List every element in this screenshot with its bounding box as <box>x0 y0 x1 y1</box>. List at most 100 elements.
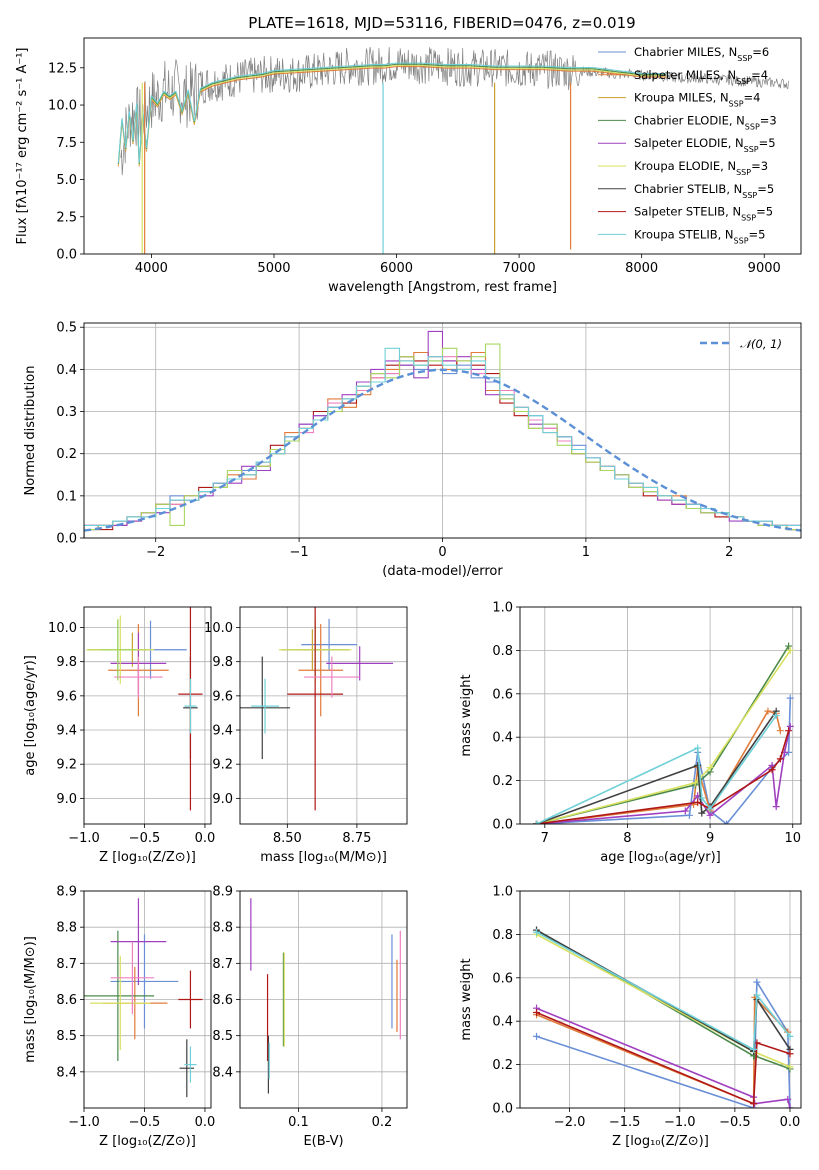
y-tick-label: 0.2 <box>492 1058 513 1073</box>
legend-label: Salpeter STELIB, NSSP=5 <box>634 205 773 223</box>
y-tick-label: 0.6 <box>492 687 513 702</box>
weight-point-marker <box>776 727 784 735</box>
x-axis-label: Z [log₁₀(Z/Z⊙)] <box>99 1134 196 1149</box>
y-tick-label: 10.0 <box>48 99 77 114</box>
x-tick-label: 9000 <box>748 261 781 276</box>
y-tick-label: 9.0 <box>56 792 77 807</box>
y-tick-label: 0.2 <box>492 774 513 789</box>
x-tick-label: −2 <box>146 545 165 560</box>
weight-series-line <box>536 698 792 824</box>
x-tick-label: 2 <box>725 545 733 560</box>
weight-point-marker <box>750 1045 758 1053</box>
y-tick-label: 8.5 <box>56 1029 77 1044</box>
weight-point-marker <box>772 712 780 719</box>
x-axis-label: (data-model)/error <box>382 564 503 579</box>
x-tick-label: −1.0 <box>68 831 100 846</box>
weight-point-marker <box>786 1104 794 1108</box>
y-tick-label: 0.1 <box>56 489 77 504</box>
legend-label: Chabrier ELODIE, NSSP=3 <box>634 113 777 130</box>
y-tick-label: 8.6 <box>56 993 77 1008</box>
x-tick-label: −0.5 <box>129 1115 161 1130</box>
weight_vs_age-frame <box>519 606 802 825</box>
weight-point-marker <box>753 978 761 986</box>
legend-label: Salpeter MILES, NSSP=4 <box>634 68 768 86</box>
y-tick-label: 0.2 <box>56 447 77 462</box>
age_vs_mass-frame <box>239 606 408 825</box>
y-tick-label: 0.4 <box>492 1015 513 1030</box>
y-tick-label: 9.8 <box>56 655 77 670</box>
x-axis-label: wavelength [Angstrom, rest frame] <box>328 280 557 295</box>
legend-label: Kroupa ELODIE, NSSP=3 <box>634 159 768 177</box>
y-tick-label: 2.5 <box>56 210 77 225</box>
age_vs_mass-panel: 8.50 8.75 9.0 9.2 9.4 9.6 9.8 10.0 mass [log₁₀(M… <box>204 606 408 865</box>
legend-label: Chabrier STELIB, NSSP=5 <box>634 182 774 200</box>
weight-point-marker <box>776 755 784 763</box>
y-tick-label: 9.0 <box>212 792 233 807</box>
x-axis-label: Z [log₁₀(Z/Z⊙)] <box>612 1134 709 1149</box>
y-tick-label: 5.0 <box>56 173 77 188</box>
age_vs_Z-plot-area <box>86 607 203 811</box>
x-axis-label: Z [log₁₀(Z/Z⊙)] <box>99 850 196 865</box>
figure-title: PLATE=1618, MJD=53116, FIBERID=0476, z=0… <box>248 14 635 32</box>
y-tick-label: 9.6 <box>212 689 233 704</box>
x-tick-label: 7000 <box>503 261 536 276</box>
y-tick-label: 8.9 <box>212 885 233 900</box>
y-tick-label: 8.7 <box>56 957 77 972</box>
y-axis-label: age [log₁₀(age/yr)] <box>23 655 38 776</box>
legend-label: 𝒩(0, 1) <box>740 337 782 351</box>
y-tick-label: 0.0 <box>492 1102 513 1117</box>
weight-point-marker <box>698 794 706 802</box>
x-tick-label: −1.5 <box>609 1115 641 1130</box>
y-axis-label: mass weight <box>459 674 474 756</box>
y-tick-label: 7.5 <box>56 136 77 151</box>
weight-point-marker <box>723 820 731 824</box>
weight_vs_Z-plot-area <box>533 926 794 1108</box>
mass_vs_EBV-panel: 0.1 0.2 8.4 8.5 8.6 8.7 8.8 8.9 E(B-V) <box>212 885 408 1149</box>
mass_vs_Z-panel: −1.0 −0.5 0.0 8.4 8.5 8.6 8.7 8.8 8.9 Z [log₁₀(Z/… <box>23 885 215 1150</box>
age_vs_Z-panel: −1.0 −0.5 0.0 9.0 9.2 9.4 9.6 9.8 10.0 Z [log₁₀(Z… <box>23 606 216 865</box>
weight-point-marker <box>694 744 702 752</box>
weight-series-line <box>536 726 792 824</box>
y-tick-label: 1.0 <box>492 885 513 900</box>
residuals-panel: −2 −1 0 1 2 0.0 0.1 0.2 0.3 0.4 0.5 (data-model)/er… <box>23 321 802 579</box>
y-tick-label: 9.2 <box>56 758 77 773</box>
x-tick-label: 5000 <box>257 261 290 276</box>
x-tick-label: −0.5 <box>719 1115 751 1130</box>
x-tick-label: 0.0 <box>780 1115 801 1130</box>
y-tick-label: 1.0 <box>492 601 513 616</box>
residuals-plot-area <box>84 330 801 538</box>
x-tick-label: −1 <box>290 545 309 560</box>
weight-point-marker <box>706 764 714 772</box>
x-tick-label: 6000 <box>380 261 413 276</box>
x-tick-label: 0.0 <box>195 831 216 846</box>
x-axis-label: mass [log₁₀(M/M⊙)] <box>260 850 387 865</box>
x-axis-label: E(B-V) <box>303 1134 343 1149</box>
y-tick-label: 0.0 <box>56 248 77 263</box>
y-tick-label: 8.8 <box>212 921 233 936</box>
weight-point-marker <box>786 694 794 702</box>
weight-point-marker <box>698 809 706 817</box>
y-tick-label: 8.5 <box>212 1029 233 1044</box>
y-tick-label: 0.6 <box>492 971 513 986</box>
weight-point-marker <box>786 646 794 654</box>
legend-label: Kroupa STELIB, NSSP=5 <box>634 227 765 245</box>
y-tick-label: 0.8 <box>492 928 513 943</box>
weight-point-marker <box>786 1050 794 1058</box>
residuals-frame <box>83 322 802 539</box>
y-tick-label: 8.4 <box>212 1065 233 1080</box>
observed-spectrum-line <box>120 47 789 176</box>
y-axis-label: Flux [fλ10⁻¹⁷ erg cm⁻² s⁻¹ A⁻¹] <box>15 48 30 245</box>
y-tick-label: 8.4 <box>56 1065 77 1080</box>
y-tick-label: 0.0 <box>56 532 77 547</box>
weight-point-marker <box>785 727 793 735</box>
x-tick-label: 8.50 <box>273 831 302 846</box>
weight-point-marker <box>706 805 714 813</box>
y-tick-label: 10.0 <box>204 621 233 636</box>
y-tick-label: 9.4 <box>56 724 77 739</box>
age_vs_mass-plot-area <box>240 607 394 811</box>
x-tick-label: 0 <box>438 545 446 560</box>
weight_vs_Z-panel: −2.0 −1.5 −1.0 −0.5 0.0 0.0 0.2 0.4 0.6 0.8 1.0 Z [… <box>459 885 802 1149</box>
weight-series-line <box>536 645 790 824</box>
legend-label: Salpeter ELODIE, NSSP=5 <box>634 136 776 154</box>
y-tick-label: 8.9 <box>56 885 77 900</box>
